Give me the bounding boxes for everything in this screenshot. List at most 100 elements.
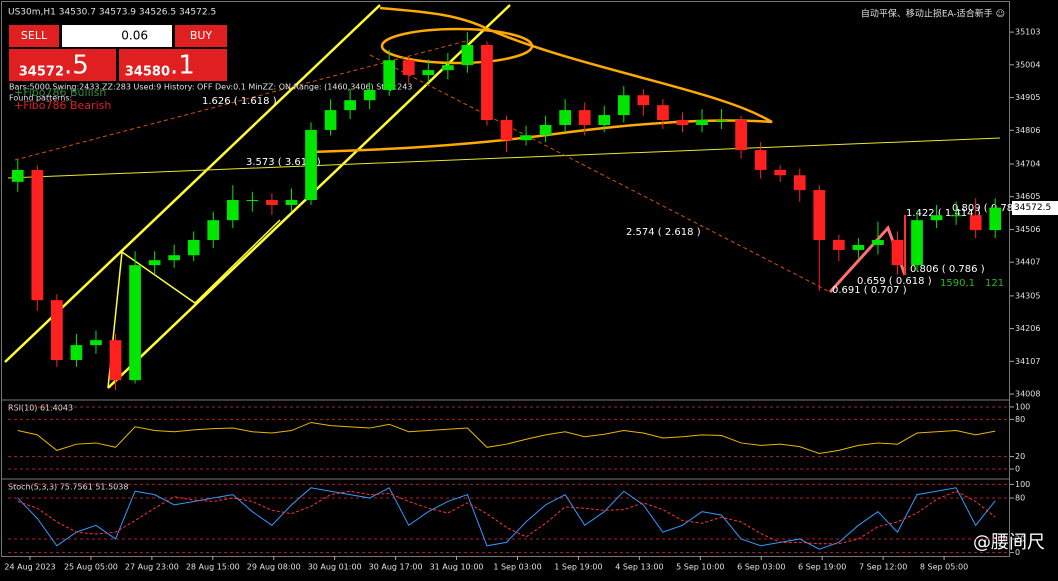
- candle-body: [461, 44, 474, 66]
- ask-frac: .1: [170, 51, 195, 81]
- candle-body: [911, 220, 923, 266]
- x-tick-label: 29 Aug 08:00: [247, 563, 301, 572]
- candle-body: [696, 120, 708, 125]
- candle-body: [989, 207, 1002, 231]
- annotation: 0.691 ( 0.707 ): [832, 285, 907, 296]
- x-tick-label: 1 Sep 19:00: [554, 563, 602, 572]
- candle-body: [735, 120, 747, 151]
- x-tick-label: 28 Aug 15:00: [186, 563, 240, 572]
- candle-body: [266, 200, 278, 205]
- candle-body: [657, 105, 669, 121]
- x-tick-label: 1 Sep 03:00: [493, 563, 541, 572]
- candle-body: [70, 345, 83, 361]
- y-tick-label: 0: [1015, 465, 1020, 474]
- lot-box[interactable]: [62, 25, 172, 47]
- buy-button[interactable]: [175, 25, 227, 47]
- y-tick-label: 34008: [1015, 390, 1040, 399]
- candle-body: [246, 200, 259, 202]
- candle-body: [324, 110, 337, 130]
- frame: [1, 1, 1010, 557]
- candle-body: [969, 215, 982, 231]
- candle-body: [168, 255, 181, 261]
- candle-body: [90, 340, 102, 346]
- candle-body: [129, 265, 141, 381]
- candle-body: [813, 190, 826, 241]
- bullish-label: +Fibo786 Bullish: [14, 86, 106, 99]
- candle-body: [774, 169, 787, 176]
- annotation: 0.659 ( 0.618 ): [857, 276, 932, 287]
- y-tick-label: 34704: [1015, 159, 1040, 168]
- bid-main: 34572: [19, 65, 64, 80]
- y-tick-label: 34305: [1015, 291, 1040, 300]
- candle-body: [187, 240, 200, 256]
- candle-body: [832, 240, 845, 250]
- pattern-line: [107, 219, 281, 389]
- annotation: 0.806 ( 0.786 ): [910, 264, 985, 275]
- x-tick-label: 8 Sep 05:00: [920, 563, 968, 572]
- symbol-line: US30m,H1 34530.7 34573.9 34526.5 34572.5: [8, 8, 216, 18]
- candle-body: [520, 135, 532, 141]
- x-tick-label: 30 Aug 01:00: [308, 563, 362, 572]
- candle-body: [305, 129, 317, 201]
- annotation: 0.809 ( 0.78: [952, 203, 1013, 214]
- candle-body: [500, 120, 513, 141]
- candle-body: [207, 220, 220, 241]
- annotation: 2.574 ( 2.618 ): [626, 227, 701, 238]
- y-tick-label: 80: [1015, 494, 1025, 503]
- annotation: 1590,1: [940, 278, 975, 289]
- candle-body: [402, 60, 415, 76]
- lot-value: 0.06: [121, 29, 148, 43]
- x-tick-label: 4 Sep 13:00: [615, 563, 663, 572]
- y-tick-label: 34806: [1015, 126, 1040, 135]
- trend-line: [7, 137, 1001, 179]
- candle-body: [950, 215, 962, 217]
- candle-body: [559, 110, 572, 125]
- curve: [309, 6, 773, 154]
- x-tick-label: 6 Sep 03:00: [737, 563, 785, 572]
- channel-line: [4, 4, 381, 363]
- y-tick-label: 34905: [1015, 93, 1040, 102]
- y-tick-label: 34605: [1015, 192, 1040, 201]
- bid-frac: .5: [64, 51, 89, 81]
- x-tick-label: 31 Aug 10:00: [430, 563, 484, 572]
- candle-body: [344, 100, 356, 111]
- candle-body: [422, 70, 435, 76]
- candle-body: [891, 240, 904, 266]
- y-tick-label: 34206: [1015, 324, 1040, 333]
- y-tick-label: 100: [1015, 402, 1030, 411]
- x-tick-label: 30 Aug 17:00: [369, 563, 423, 572]
- candle-body: [539, 124, 552, 136]
- y-tick-label: 100: [1015, 480, 1030, 489]
- x-tick-label: 24 Aug 2023: [4, 563, 55, 572]
- candle-body: [852, 244, 865, 250]
- candle-body: [285, 200, 298, 205]
- indicator-line: [17, 487, 996, 550]
- candle-body: [51, 300, 63, 361]
- y-tick-label: 80: [1015, 415, 1025, 424]
- candle-body: [617, 95, 630, 116]
- candle-body: [363, 89, 376, 101]
- panel-title: RSI(10) 61.4043: [8, 404, 73, 413]
- fib-line: [14, 39, 471, 161]
- sell-button[interactable]: [9, 25, 59, 47]
- ea-note: 自动平保、移动止损EA-适合新手 ☺: [861, 8, 1005, 20]
- annotation: 1.626 ( 1.618 ): [202, 96, 277, 107]
- indicator-line: [17, 490, 996, 545]
- price-tag-bg: [1012, 201, 1058, 215]
- candle-body: [793, 175, 806, 191]
- x-tick-label: 5 Sep 10:00: [676, 563, 724, 572]
- candle-body: [754, 150, 767, 170]
- y-tick-label: 20: [1015, 534, 1025, 543]
- candle-body: [109, 340, 122, 381]
- y-tick-label: 34506: [1015, 225, 1040, 234]
- fib-line: [369, 54, 831, 293]
- x-tick-label: 27 Aug 23:00: [125, 563, 179, 572]
- x-tick-label: 6 Sep 19:00: [798, 563, 846, 572]
- y-tick-label: 34407: [1015, 258, 1040, 267]
- candle-body: [226, 200, 239, 221]
- candle-body: [872, 240, 884, 245]
- candle-body: [383, 60, 396, 90]
- sell-label: SELL: [21, 29, 48, 42]
- x-tick-label: 7 Sep 12:00: [859, 563, 907, 572]
